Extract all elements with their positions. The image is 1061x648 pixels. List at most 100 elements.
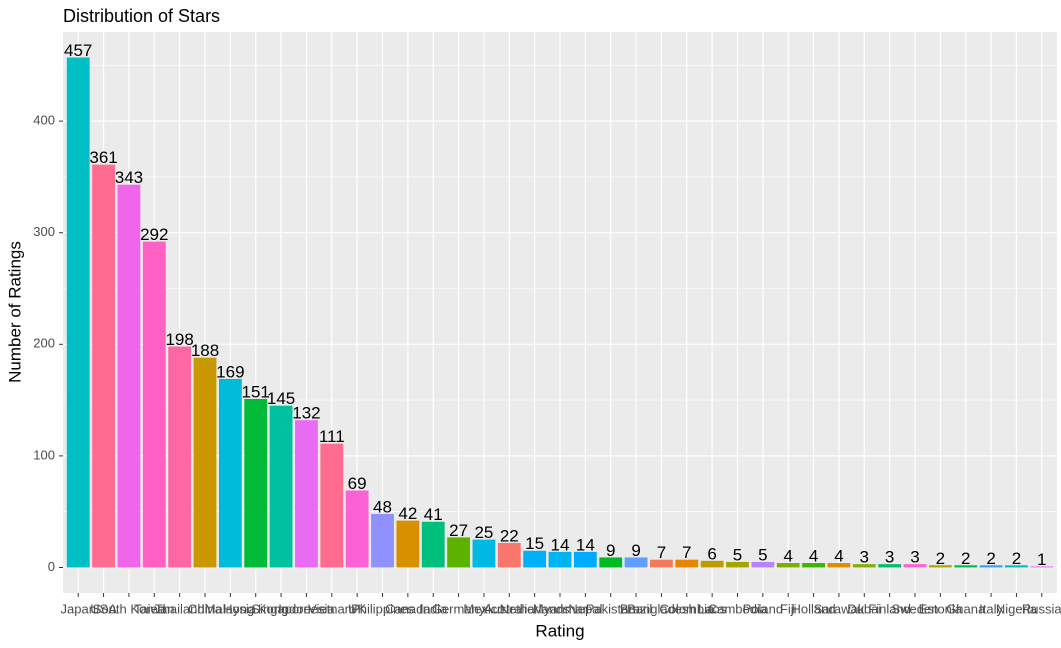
y-tick-label: 0: [48, 559, 55, 574]
x-tick-label: Ghana: [946, 601, 986, 616]
bar: [1005, 565, 1028, 568]
x-tick-label: Colombia: [659, 601, 715, 616]
x-tick-label: China: [188, 601, 223, 616]
bar: [447, 537, 470, 568]
value-label: 7: [682, 543, 691, 562]
y-axis-label: Number of Ratings: [5, 241, 24, 383]
x-tick-label: Taiwan: [134, 601, 174, 616]
y-tick-label: 200: [33, 336, 55, 351]
x-tick-label: Australia: [484, 601, 535, 616]
value-label: 22: [500, 526, 519, 545]
value-label: 4: [834, 547, 843, 566]
bar: [802, 563, 825, 568]
x-tick-label: Indonesia: [278, 601, 335, 616]
value-label: 42: [398, 504, 417, 523]
x-tick-label: Netherlands: [500, 601, 571, 616]
value-label: 151: [242, 382, 270, 401]
y-tick-label: 300: [33, 224, 55, 239]
x-tick-label: Russia: [1022, 601, 1061, 616]
bar: [117, 184, 141, 568]
x-tick-label: UK: [348, 601, 366, 616]
value-label: 27: [449, 521, 468, 540]
value-label: 145: [267, 389, 295, 408]
value-label: 7: [657, 543, 666, 562]
x-tick-label: USA: [90, 601, 117, 616]
bar: [650, 559, 673, 568]
x-tick-label: South Korea: [93, 601, 166, 616]
x-tick-label: Thailand: [155, 601, 205, 616]
x-tick-label: Singapore: [251, 601, 310, 616]
bar: [244, 398, 268, 568]
bar: [903, 564, 927, 568]
value-label: 5: [758, 545, 767, 564]
value-label: 14: [576, 535, 595, 554]
bars: [66, 57, 1054, 568]
value-label: 198: [165, 330, 193, 349]
x-tick-label: Japan: [61, 601, 96, 616]
x-tick-label: Estonia: [919, 601, 963, 616]
bar: [396, 520, 420, 568]
value-label: 457: [64, 41, 92, 60]
bar: [168, 346, 192, 568]
value-label: 4: [783, 547, 792, 566]
bar: [269, 405, 293, 568]
value-label: 6: [707, 544, 716, 563]
value-label: 111: [319, 427, 345, 446]
x-tick-label: Italy: [979, 601, 1003, 616]
value-label: 132: [292, 404, 320, 423]
x-tick-label: Malaysia: [205, 601, 257, 616]
bar: [954, 565, 978, 568]
x-tick-label: Brazil: [620, 601, 653, 616]
x-tick-label: Philippines: [351, 601, 414, 616]
bar: [827, 563, 851, 568]
x-tick-label: Mexico: [463, 601, 504, 616]
x-tick-label: Nepal: [568, 601, 602, 616]
x-tick-label: Holland: [792, 601, 836, 616]
bar: [675, 559, 699, 568]
y-tick-label: 100: [33, 447, 55, 462]
value-label: 4: [809, 547, 818, 566]
value-label: 361: [89, 148, 117, 167]
x-tick-label: Myanmar: [533, 601, 588, 616]
bar: [726, 561, 749, 568]
bar: [497, 542, 521, 568]
bar: [751, 561, 775, 568]
bar: [573, 551, 597, 568]
x-tick-label: Sarawak: [814, 601, 865, 616]
value-label: 69: [348, 474, 367, 493]
x-tick-label: Dubai: [847, 601, 881, 616]
value-label: 9: [631, 541, 640, 560]
bar: [878, 564, 902, 568]
x-axis-label: Rating: [535, 621, 584, 640]
x-tick-label: Cambodia: [708, 601, 768, 616]
bar: [700, 560, 724, 568]
bar: [523, 550, 547, 568]
value-label: 1: [1037, 550, 1046, 569]
x-tick-label: Vietnam: [308, 601, 355, 616]
value-label: 2: [986, 549, 995, 568]
value-label: 15: [525, 534, 544, 553]
bar: [548, 551, 572, 568]
chart-title: Distribution of Stars: [63, 6, 220, 26]
bar: [295, 420, 318, 568]
value-label: 343: [115, 168, 143, 187]
bar: [1030, 566, 1054, 568]
bar: [371, 513, 394, 568]
bar: [142, 241, 166, 568]
value-label: 3: [910, 548, 919, 567]
x-tick-label: Sweden: [892, 601, 939, 616]
bar: [92, 164, 115, 568]
value-label: 169: [216, 362, 244, 381]
value-label: 2: [936, 549, 945, 568]
x-tick-label: Fiji: [780, 601, 797, 616]
value-label: 2: [1012, 549, 1021, 568]
value-label: 48: [373, 497, 392, 516]
value-label: 14: [551, 535, 570, 554]
y-tick-label: 400: [33, 113, 55, 128]
bar: [345, 490, 369, 568]
value-label: 188: [191, 341, 219, 360]
bar: [218, 378, 242, 568]
value-label: 41: [424, 505, 443, 524]
x-tick-label: Laos: [698, 601, 727, 616]
x-tick-label: Poland: [743, 601, 783, 616]
